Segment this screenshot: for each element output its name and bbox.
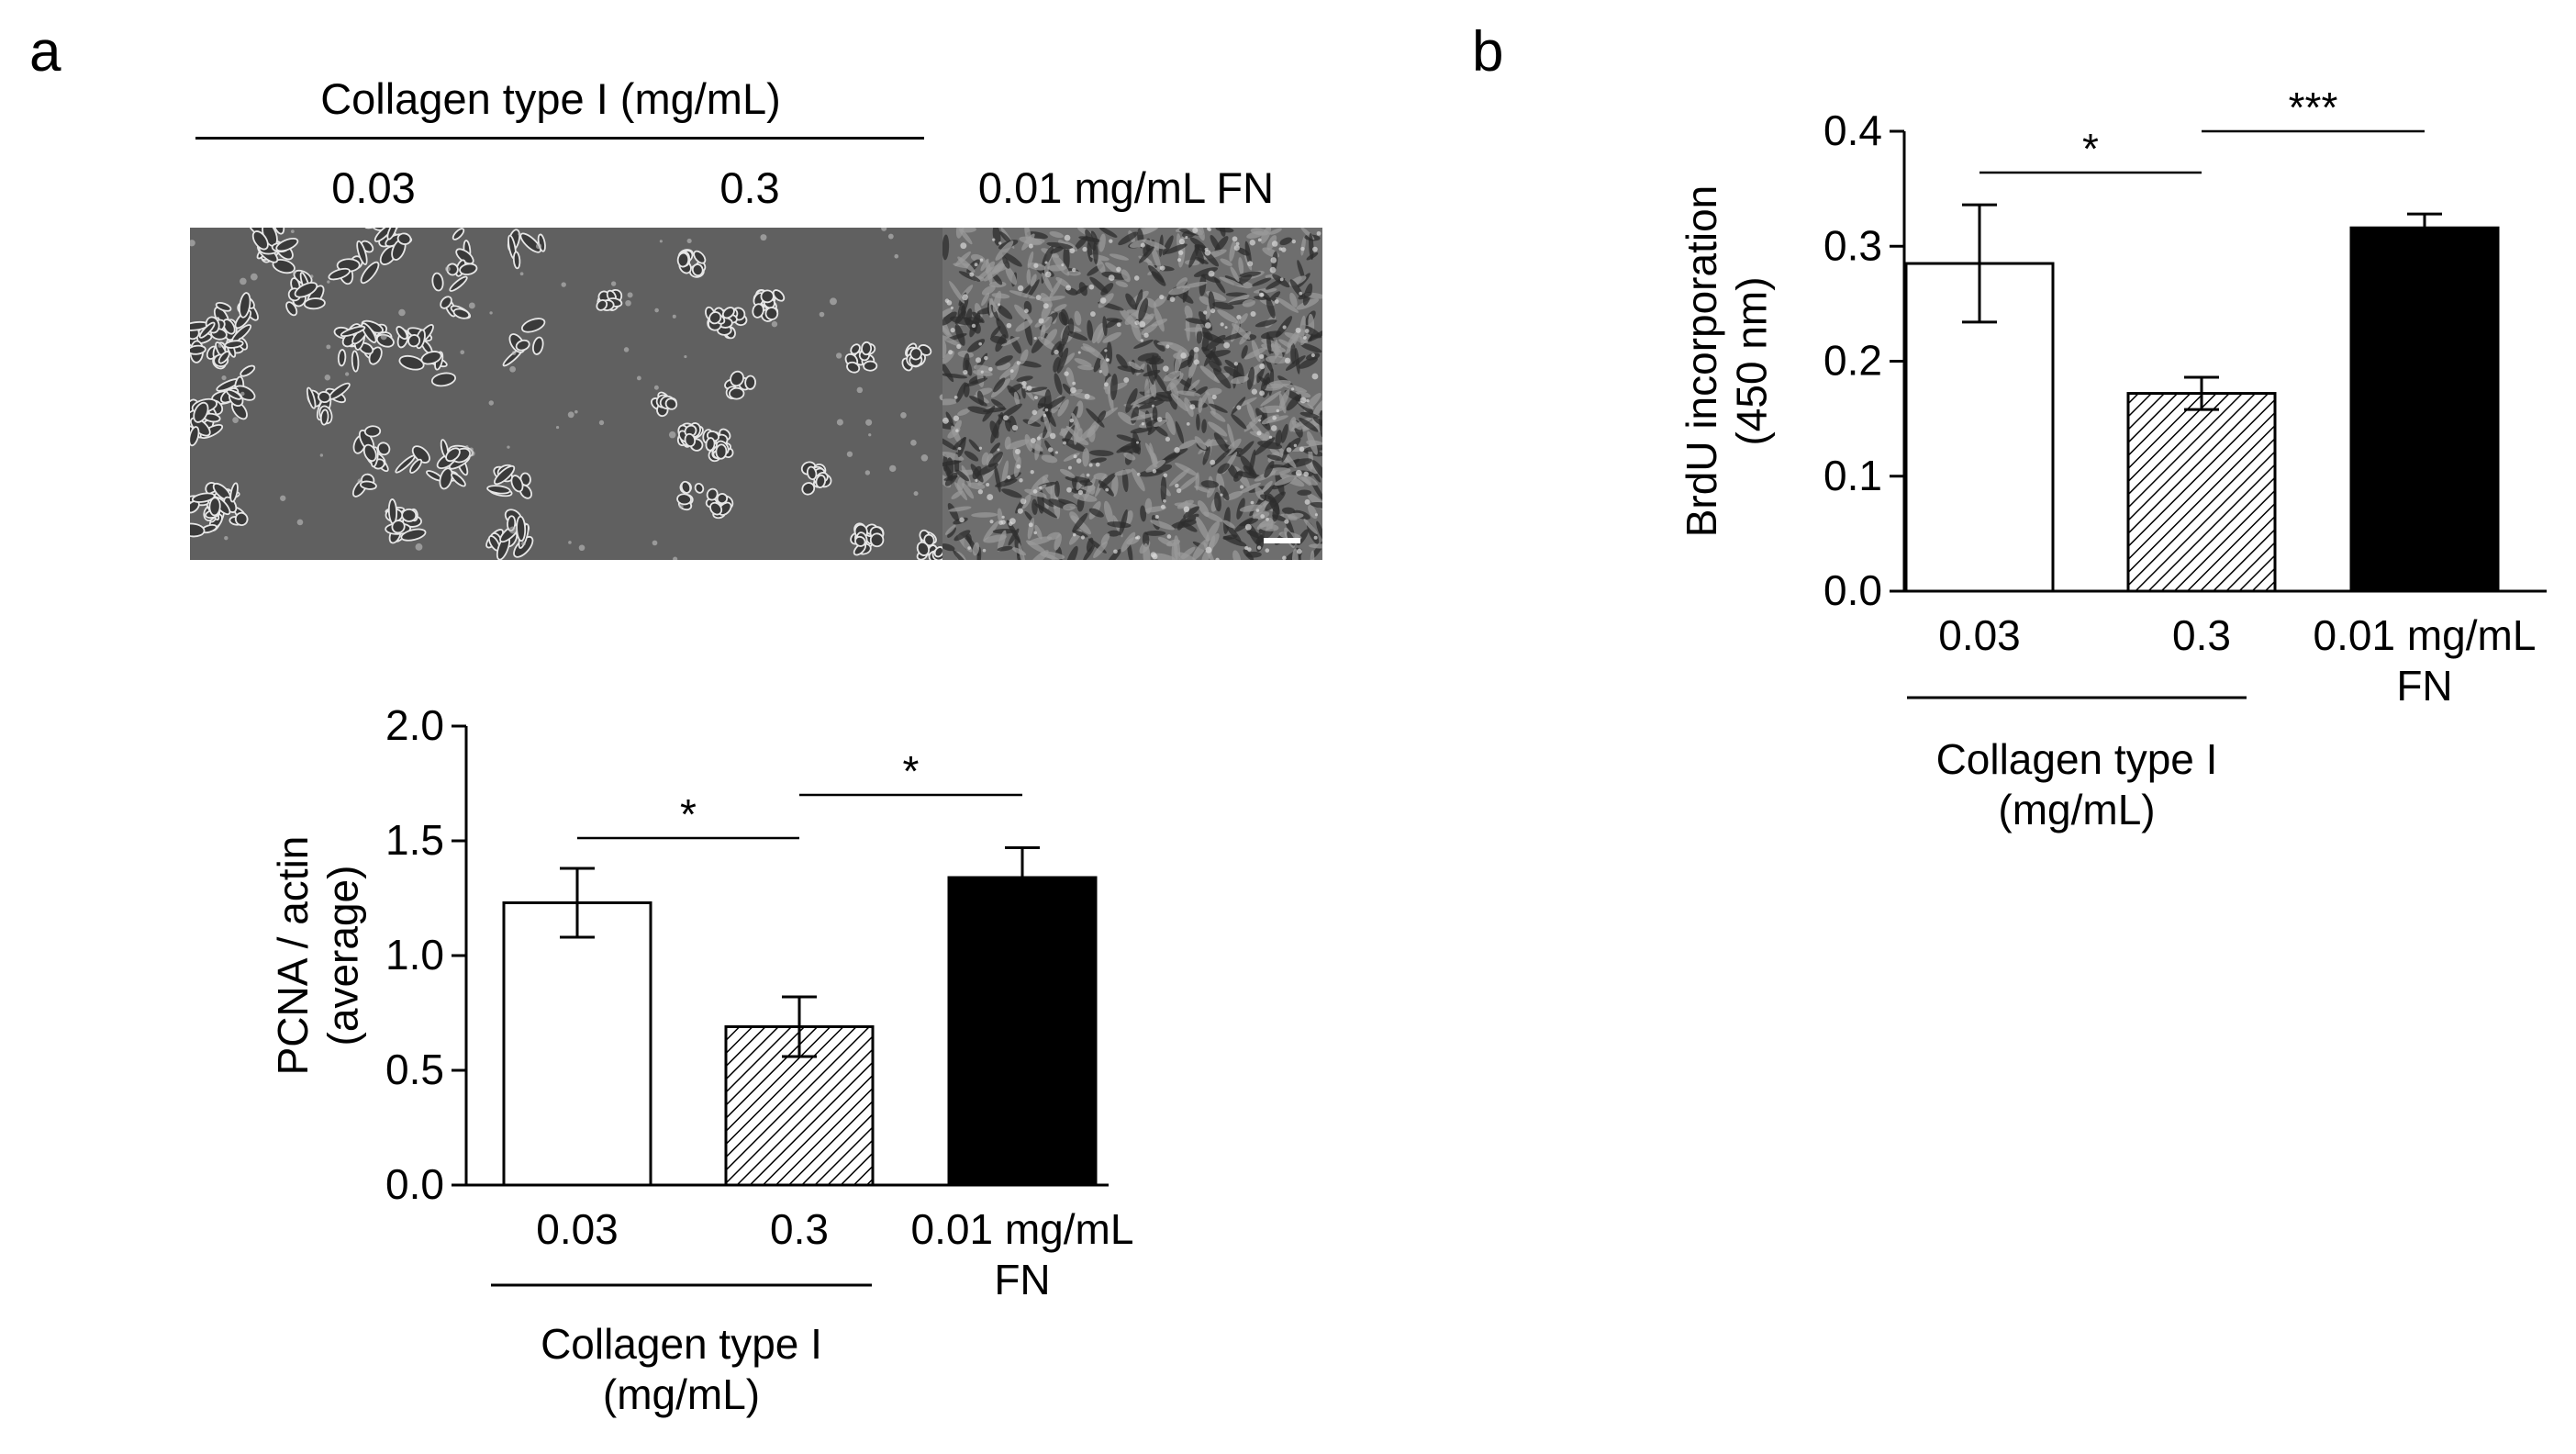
- brdu-ytick-label-1: 0.1: [1823, 452, 1882, 499]
- pcna-ytick-label-3: 1.5: [385, 816, 444, 864]
- pcna-group-label: Collagen type I (mg/mL): [541, 1320, 822, 1418]
- brdu-category-label-1: 0.3: [2172, 611, 2231, 659]
- micrograph-collagen-high: [566, 228, 946, 560]
- brdu-ytick-label-3: 0.3: [1823, 221, 1882, 269]
- pcna-bar-2: [947, 876, 1098, 1187]
- pcna-ytick-label-1: 0.5: [385, 1046, 444, 1093]
- brdu-significance-1: ***: [2202, 84, 2425, 133]
- brdu-category-label-2: 0.01 mg/mL FN: [2314, 611, 2537, 710]
- brdu-errorbar-1: [2184, 375, 2219, 411]
- pcna-significance-label-1: *: [903, 747, 920, 795]
- brdu-ytick-label-4: 0.4: [1823, 106, 1882, 154]
- brdu-significance-0: *: [1979, 125, 2202, 174]
- pcna-y-label: PCNA / actin(average): [269, 836, 366, 1076]
- brdu-significance-label-0: *: [2082, 125, 2099, 173]
- brdu-group-label: Collagen type I (mg/mL): [1936, 735, 2218, 833]
- pcna-category-label-1: 0.3: [770, 1205, 829, 1253]
- micrograph-label-3: 0.01 mg/mL FN: [977, 163, 1275, 212]
- pcna-errorbar-1: [782, 995, 817, 1058]
- brdu-bar-2: [2349, 226, 2500, 593]
- panel-a-letter: a: [29, 20, 61, 84]
- brdu-errorbar-2: [2407, 212, 2442, 243]
- brdu-y-label: BrdU incorporation(450 nm): [1678, 185, 1775, 538]
- pcna-category-label-0: 0.03: [536, 1205, 619, 1253]
- pcna-significance-label-0: *: [680, 790, 697, 838]
- brdu-errorbar-0: [1962, 203, 1997, 324]
- micrograph-group-line: [195, 137, 924, 140]
- brdu-category-label-0: 0.03: [1938, 611, 2021, 659]
- pcna-ytick-label-0: 0.0: [385, 1160, 444, 1208]
- brdu-significance-label-1: ***: [2289, 84, 2338, 131]
- micrograph-group-title: Collagen type I (mg/mL): [320, 74, 781, 123]
- brdu-group: 0.0 0.1 0.2 0.3 0.4 BrdU incorporation(450 nm…: [1678, 84, 2547, 833]
- pcna-group: 0.0 0.5 1.0 1.5 2.0 PCNA / actin(average) 0.03…: [269, 701, 1133, 1418]
- pcna-category-label-2: 0.01 mg/mL FN: [911, 1205, 1134, 1303]
- pcna-ytick-label-2: 1.0: [385, 931, 444, 979]
- pcna-significance-0: *: [577, 790, 799, 840]
- pcna-errorbar-2: [1005, 846, 1040, 909]
- micrograph-label-1: 0.03: [331, 163, 416, 212]
- pcna-significance-1: *: [799, 747, 1022, 797]
- brdu-ytick-label-0: 0.0: [1823, 566, 1882, 614]
- pcna-errorbar-0: [560, 867, 595, 939]
- micrograph-fibronectin: [942, 228, 1322, 560]
- pcna-ytick-label-4: 2.0: [385, 701, 444, 749]
- brdu-ytick-label-2: 0.2: [1823, 337, 1882, 385]
- micrograph-collagen-low: [190, 228, 570, 560]
- micrograph-label-2: 0.3: [719, 163, 780, 212]
- brdu-bar-1: [2126, 392, 2277, 593]
- scale-bar: [1264, 538, 1300, 543]
- pcna-bar-0: [502, 901, 652, 1187]
- panel-b-letter: b: [1472, 20, 1504, 84]
